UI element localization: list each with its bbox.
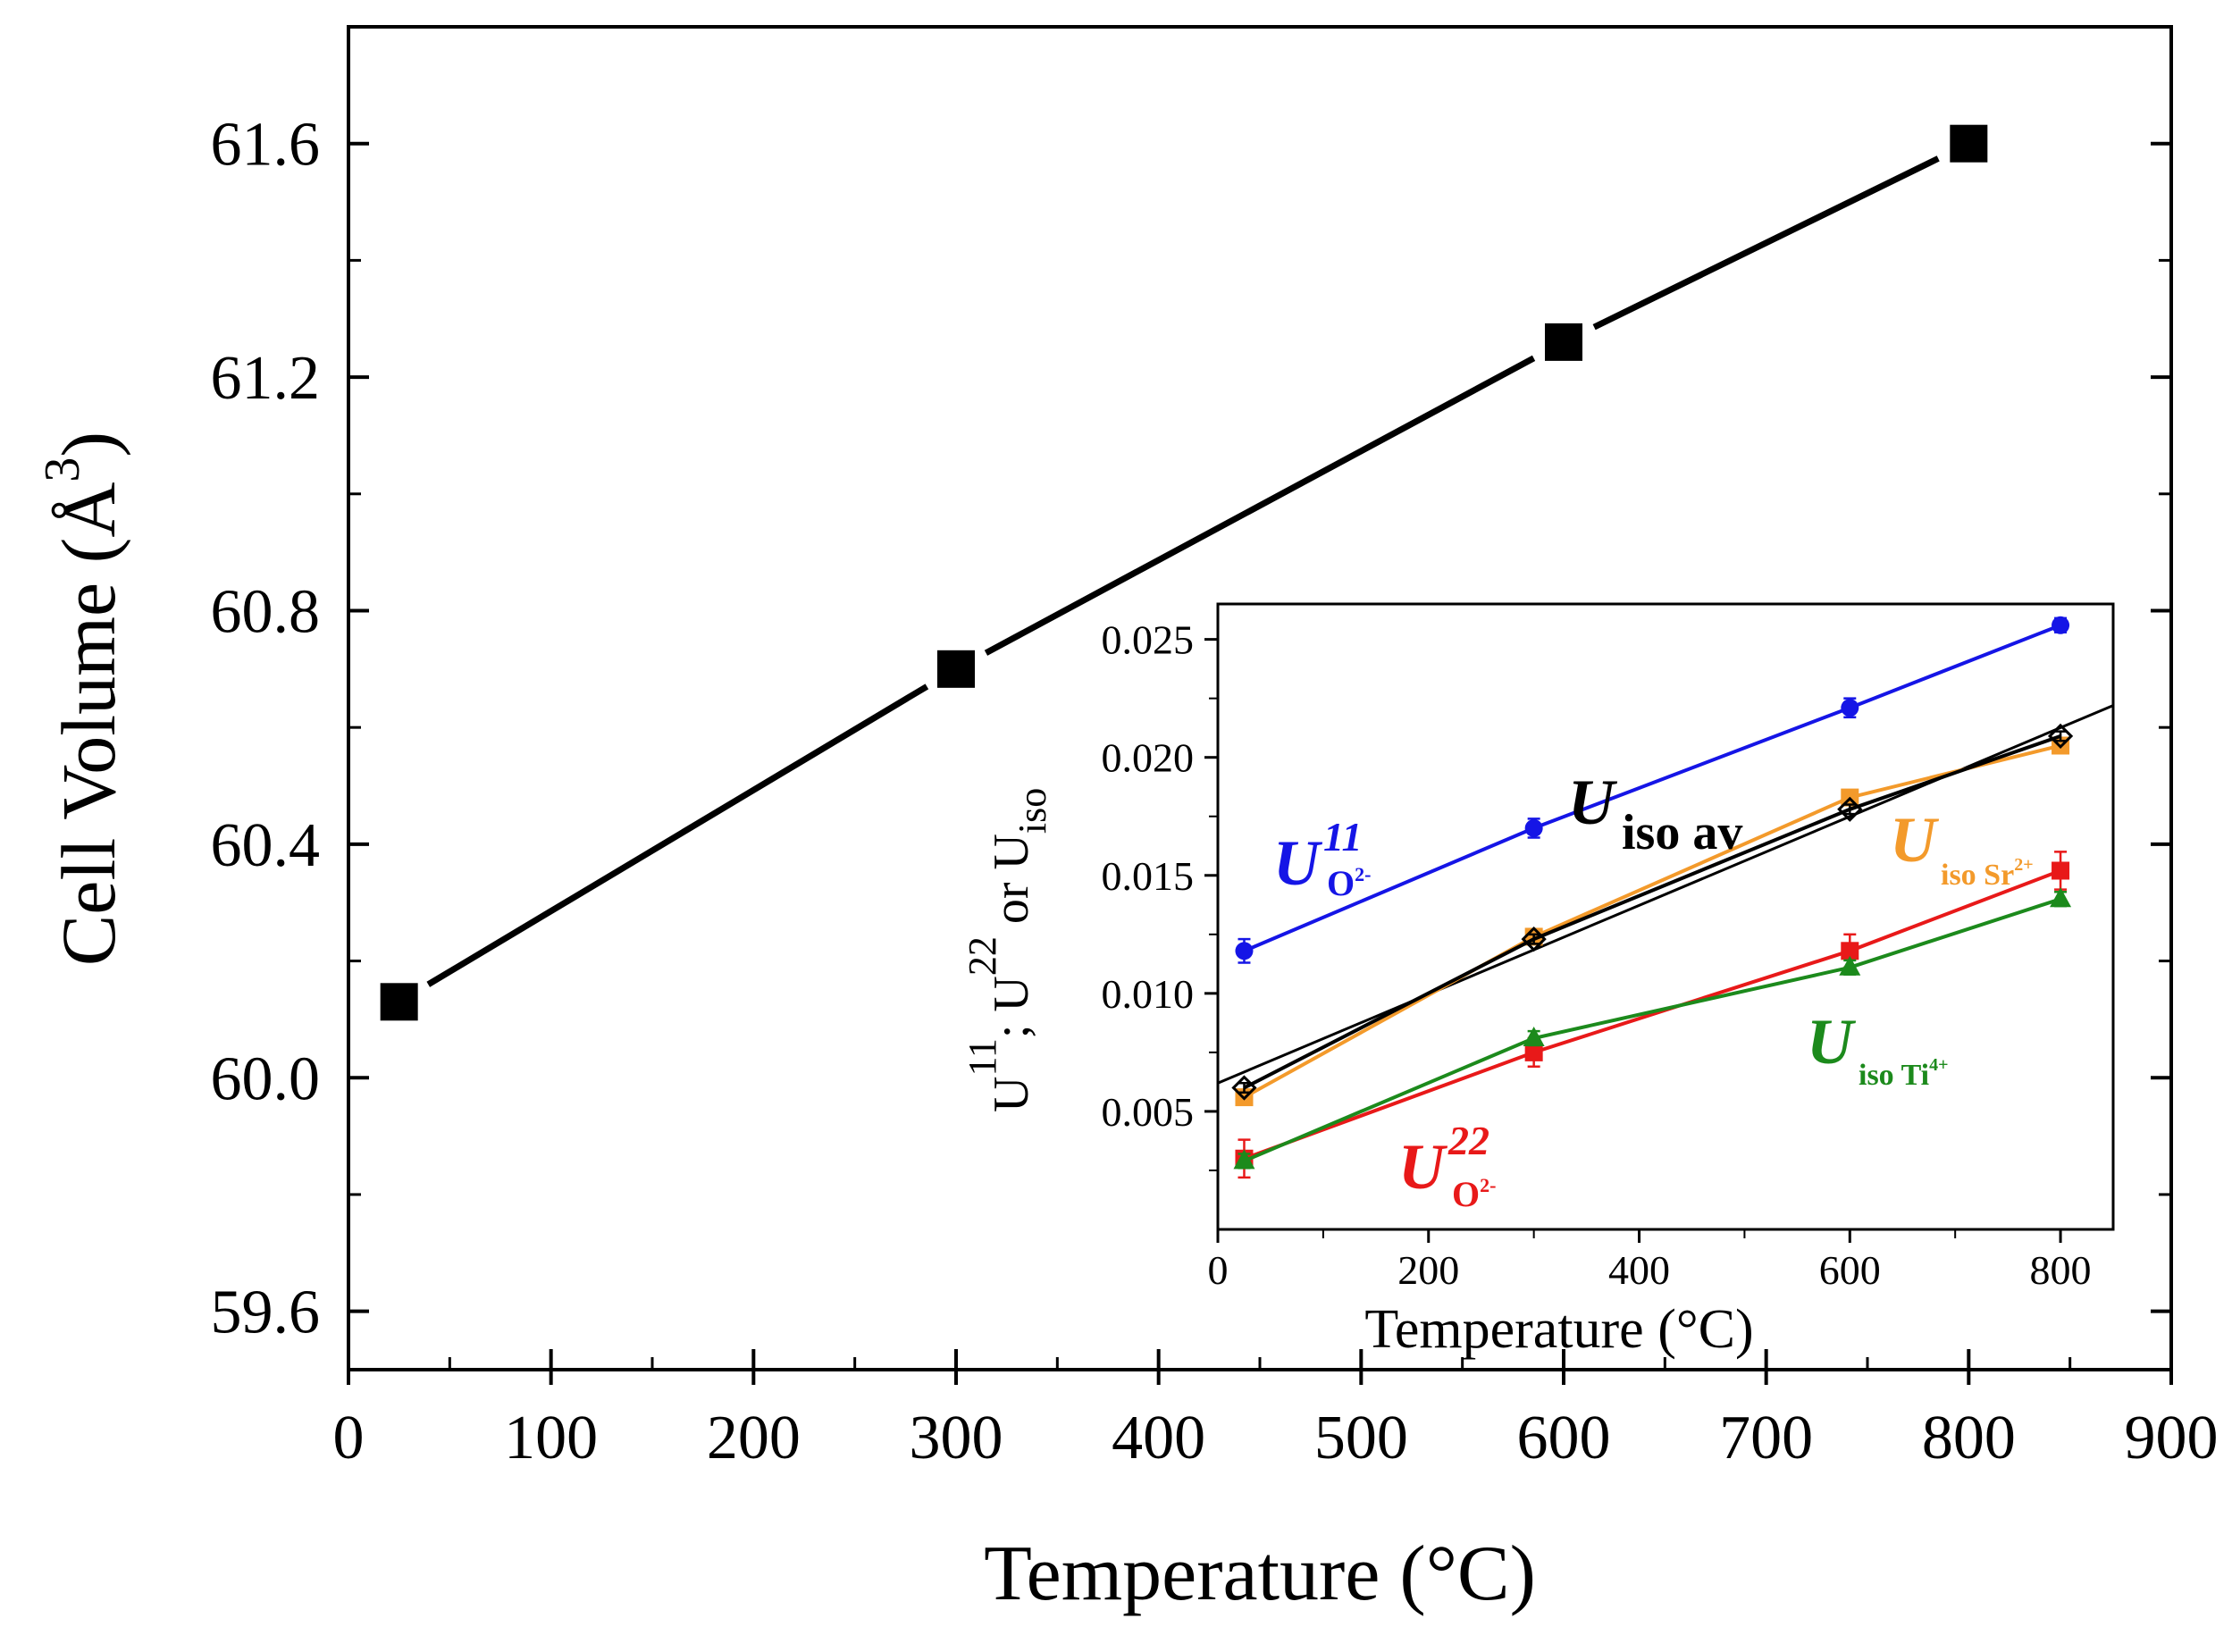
- inset-y-tick-label: 0.020: [1102, 735, 1195, 781]
- annotation-u11-sup: 11: [1323, 814, 1362, 860]
- inset-data-point: [1837, 796, 1863, 822]
- inset-data-point: [1839, 955, 1861, 976]
- main-series-line: [1592, 155, 1940, 331]
- annotation-uiso-ti-main: U: [1807, 1006, 1857, 1078]
- inset-plot-frame: [1216, 602, 2115, 1231]
- main-y-tick-label: 59.6: [211, 1279, 321, 1347]
- annotation-uiso-ti-sub: iso Ti: [1859, 1059, 1929, 1092]
- main-x-tick-label: 900: [2125, 1404, 2219, 1472]
- inset-y-tick-label: 0.005: [1102, 1089, 1195, 1135]
- annotation-uiso-av-sub: iso av: [1622, 805, 1742, 860]
- annotation-u22-main: U: [1398, 1131, 1448, 1203]
- inset-y-axis-label-u22: ; U: [984, 976, 1039, 1038]
- inset-series-line: [1243, 623, 2061, 953]
- inset-annotation-u22-o: U22 O2-: [1398, 1118, 1496, 1214]
- main-x-tick-label: 100: [504, 1404, 598, 1472]
- main-x-tick-label: 300: [910, 1404, 1003, 1472]
- main-data-point: [1545, 323, 1582, 361]
- inset-data-point: [1841, 699, 1859, 717]
- inset-y-tick-label: 0.010: [1102, 971, 1195, 1017]
- main-series-line: [426, 683, 929, 987]
- inset-plot: 0 200 400 600 800 0.0050.0100.0150.0200.025 …: [961, 602, 2115, 1360]
- inset-x-tick-label: 400: [1608, 1247, 1670, 1293]
- annotation-uiso-sr-main: U: [1890, 804, 1940, 876]
- main-plot: 0 100 200 300 400 500 600 700 800 900 59.6 60.0 60.…: [35, 25, 2219, 1617]
- main-x-axis: 0 100 200 300 400 500 600 700 800 900: [333, 1349, 2219, 1472]
- annotation-u11-sub: O: [1327, 863, 1355, 903]
- main-x-tick-label: 200: [707, 1404, 801, 1472]
- inset-x-axis: 0 200 400 600 800: [1208, 1229, 2092, 1293]
- inset-data-point: [1523, 1027, 1545, 1047]
- inset-data-point: [1524, 818, 1543, 837]
- annotation-u22-sup: 22: [1447, 1118, 1489, 1163]
- annotation-u22-sub-sup: 2-: [1480, 1174, 1496, 1196]
- inset-y-axis-label-sub-iso: iso: [1011, 788, 1054, 834]
- main-y-axis-label-superscript: 3: [35, 457, 90, 482]
- inset-data-point: [2052, 861, 2070, 880]
- main-data-point: [1950, 124, 1988, 163]
- main-y-tick-label: 60.4: [211, 811, 321, 880]
- inset-x-axis-label: Temperature (°C): [1364, 1299, 1753, 1360]
- main-y-tick-label: 61.2: [211, 344, 321, 413]
- main-x-axis-label: Temperature (°C): [984, 1530, 1536, 1617]
- inset-data-point: [2047, 723, 2074, 750]
- main-x-tick-label: 700: [1719, 1404, 1813, 1472]
- inset-y-axis-label: U11; U22 or Uiso: [961, 788, 1054, 1112]
- inset-x-tick-label: 0: [1208, 1247, 1229, 1293]
- inset-data-point: [1524, 1043, 1543, 1061]
- inset-data-point: [1233, 1149, 1255, 1170]
- inset-data-point: [1235, 942, 1254, 960]
- inset-x-tick-label: 800: [2030, 1247, 2092, 1293]
- inset-y-tick-label: 0.015: [1102, 853, 1195, 899]
- inset-y-axis: 0.005 0.010 0.015 0.020 0.025: [1102, 617, 1218, 1171]
- annotation-uiso-ti-sub-sup: 4+: [1929, 1055, 1948, 1075]
- main-x-tick-label: 400: [1112, 1404, 1205, 1472]
- main-y-tick-label: 61.6: [211, 111, 321, 180]
- inset-y-axis-label-or-u: or U: [984, 834, 1039, 936]
- inset-y-tick-label: 0.025: [1102, 617, 1195, 663]
- main-x-tick-label: 600: [1517, 1404, 1611, 1472]
- annotation-uiso-av-main: U: [1568, 767, 1618, 838]
- annotation-u22-sub: O: [1452, 1174, 1480, 1214]
- inset-y-axis-label-sup-11: 11: [961, 1038, 1004, 1076]
- inset-y-axis-label-sup-22: 22: [961, 936, 1004, 976]
- main-x-tick-label: 500: [1314, 1404, 1408, 1472]
- annotation-uiso-sr-sub: iso Sr: [1941, 859, 2014, 892]
- inset-series: [1217, 616, 2114, 1179]
- inset-x-tick-label: 600: [1819, 1247, 1881, 1293]
- main-y-tick-label: 60.8: [211, 577, 321, 646]
- main-x-tick-label: 0: [333, 1404, 365, 1472]
- main-data-point: [937, 650, 975, 688]
- main-y-tick-label: 60.0: [211, 1044, 321, 1113]
- main-y-axis-label-close: ): [46, 432, 131, 457]
- inset-y-axis-label-u11: U: [984, 1077, 1039, 1112]
- main-y-axis-label: Cell Volume (Å3): [35, 432, 131, 966]
- annotation-u11-sub-sup: 2-: [1355, 863, 1371, 885]
- inset-annotation-u11-o: U11 O2-: [1273, 814, 1371, 903]
- inset-series-line: [1243, 897, 2061, 1163]
- inset-data-point: [1841, 942, 1859, 960]
- annotation-u11-main: U: [1273, 827, 1323, 899]
- main-series: [380, 124, 1988, 1021]
- inset-x-tick-label: 200: [1397, 1247, 1459, 1293]
- inset-data-point: [1231, 1075, 1257, 1101]
- main-series-line: [984, 355, 1536, 656]
- main-y-axis: 59.6 60.0 60.4 60.8 61.2 61.6: [211, 111, 2171, 1347]
- inset-data-point: [1521, 926, 1547, 952]
- inset-data-point: [2052, 616, 2070, 634]
- main-x-tick-label: 800: [1922, 1404, 2016, 1472]
- main-data-point: [380, 983, 418, 1021]
- main-y-axis-label-text: Cell Volume (Å: [46, 482, 131, 967]
- inset-data-point: [2050, 887, 2072, 908]
- annotation-uiso-sr-sub-sup: 2+: [2014, 855, 2033, 875]
- inset-series-line: [1243, 734, 2061, 1090]
